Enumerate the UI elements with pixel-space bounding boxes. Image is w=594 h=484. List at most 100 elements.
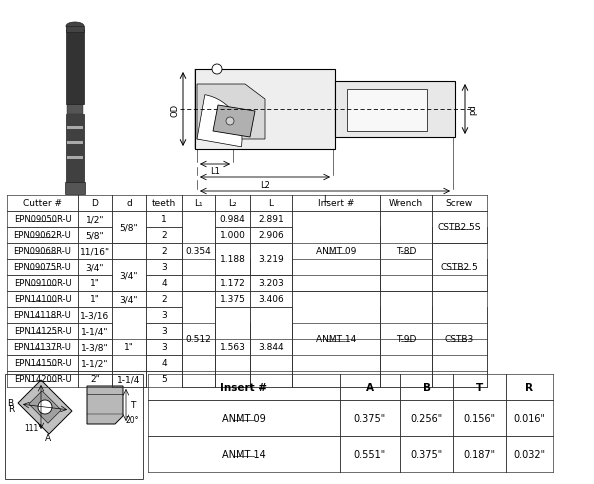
Text: 3/4": 3/4" <box>86 263 105 272</box>
Text: 0.551": 0.551" <box>354 449 386 459</box>
Text: 4: 4 <box>161 279 167 288</box>
Text: 3.203: 3.203 <box>258 279 284 288</box>
Text: L₂: L₂ <box>228 199 237 208</box>
Bar <box>66 27 84 33</box>
Text: Cutter #: Cutter # <box>23 199 62 208</box>
Text: 0.016": 0.016" <box>513 413 545 423</box>
Text: CSTB2.5: CSTB2.5 <box>441 263 478 272</box>
Text: 0.375": 0.375" <box>354 413 386 423</box>
Text: 0.512: 0.512 <box>185 335 211 344</box>
Text: EPN09075R-U: EPN09075R-U <box>14 263 71 272</box>
Text: A: A <box>366 382 374 392</box>
Text: 1-1/4: 1-1/4 <box>117 375 141 384</box>
Polygon shape <box>18 380 72 434</box>
Polygon shape <box>213 106 255 138</box>
Ellipse shape <box>226 118 234 126</box>
Text: T: T <box>476 382 483 392</box>
Text: 5/8": 5/8" <box>86 231 105 240</box>
Text: 2: 2 <box>161 231 167 240</box>
Text: 1": 1" <box>90 295 100 304</box>
Bar <box>66 115 84 182</box>
Text: OD: OD <box>170 103 179 116</box>
Text: 1-1/4": 1-1/4" <box>81 327 109 336</box>
Text: 111°: 111° <box>24 424 42 433</box>
Text: EPN14137R-U: EPN14137R-U <box>14 343 71 352</box>
Text: EPN09062R-U: EPN09062R-U <box>14 231 71 240</box>
Ellipse shape <box>38 400 52 414</box>
Text: 0.375": 0.375" <box>410 449 443 459</box>
Text: EPN09100R-U: EPN09100R-U <box>14 279 71 288</box>
Text: 0.256": 0.256" <box>410 413 443 423</box>
Bar <box>67 157 83 160</box>
Text: EPN14125R-U: EPN14125R-U <box>14 327 71 336</box>
Text: CSTB2.5S: CSTB2.5S <box>438 223 481 232</box>
Text: 3.406: 3.406 <box>258 295 284 304</box>
Wedge shape <box>197 95 242 148</box>
Text: 0.032": 0.032" <box>513 449 545 459</box>
Text: L1: L1 <box>210 167 220 176</box>
Text: 1.172: 1.172 <box>220 279 245 288</box>
Text: EPN09068R-U: EPN09068R-U <box>14 247 71 256</box>
Text: 2.891: 2.891 <box>258 215 284 224</box>
Text: CSTB3: CSTB3 <box>445 335 474 344</box>
Text: 1.375: 1.375 <box>220 295 245 304</box>
Bar <box>5 374 143 479</box>
Text: 1-1/2": 1-1/2" <box>81 359 109 368</box>
Text: 1-3/16: 1-3/16 <box>80 311 110 320</box>
Text: D: D <box>91 199 99 208</box>
Bar <box>67 127 83 130</box>
Polygon shape <box>87 386 123 424</box>
Text: 4: 4 <box>161 359 167 368</box>
Text: 0.187": 0.187" <box>463 449 495 459</box>
Text: 3: 3 <box>161 327 167 336</box>
Text: 3/4": 3/4" <box>120 271 138 280</box>
Text: 2": 2" <box>90 375 100 384</box>
Text: teeth: teeth <box>152 199 176 208</box>
Text: 2.906: 2.906 <box>258 231 284 240</box>
Bar <box>67 105 83 115</box>
Text: 3.844: 3.844 <box>258 343 284 352</box>
Text: 3: 3 <box>161 343 167 352</box>
Text: L₁: L₁ <box>194 199 203 208</box>
Text: EPN09050R-U: EPN09050R-U <box>14 215 71 224</box>
Text: 20°: 20° <box>125 416 138 424</box>
Polygon shape <box>29 391 61 424</box>
Text: Insert #: Insert # <box>220 382 267 392</box>
Text: 5/8": 5/8" <box>119 223 138 232</box>
Bar <box>67 142 83 145</box>
Ellipse shape <box>212 65 222 75</box>
Text: ANMT 09: ANMT 09 <box>316 247 356 256</box>
Text: 3/4": 3/4" <box>120 295 138 304</box>
Polygon shape <box>65 182 85 195</box>
Text: 1": 1" <box>90 279 100 288</box>
Text: 1.188: 1.188 <box>220 255 245 264</box>
Text: EPN14150R-U: EPN14150R-U <box>14 359 71 368</box>
Bar <box>335 82 455 138</box>
Text: 1: 1 <box>161 215 167 224</box>
Text: R: R <box>8 405 14 414</box>
Bar <box>66 30 84 105</box>
Text: EPN14200R-U: EPN14200R-U <box>14 375 71 384</box>
Text: d: d <box>126 199 132 208</box>
Text: 3: 3 <box>161 311 167 320</box>
Text: 3.219: 3.219 <box>258 255 284 264</box>
Text: Screw: Screw <box>446 199 473 208</box>
Text: T-9D: T-9D <box>396 335 416 344</box>
Text: 2: 2 <box>161 295 167 304</box>
Text: ANMT 14: ANMT 14 <box>222 449 266 459</box>
Text: 1-3/8": 1-3/8" <box>81 343 109 352</box>
Text: L: L <box>323 194 327 203</box>
Text: 0.984: 0.984 <box>220 215 245 224</box>
Text: 0.156": 0.156" <box>463 413 495 423</box>
Text: A: A <box>45 434 51 442</box>
Polygon shape <box>197 85 265 140</box>
Bar <box>347 90 427 132</box>
Text: ANMT 14: ANMT 14 <box>316 335 356 344</box>
Text: 1.563: 1.563 <box>220 343 245 352</box>
Text: 3: 3 <box>161 263 167 272</box>
Text: EPN14100R-U: EPN14100R-U <box>14 295 71 304</box>
Text: 11/16": 11/16" <box>80 247 110 256</box>
Text: EPN14118R-U: EPN14118R-U <box>14 311 71 320</box>
Text: Wrench: Wrench <box>389 199 423 208</box>
Text: pd: pd <box>469 105 478 115</box>
